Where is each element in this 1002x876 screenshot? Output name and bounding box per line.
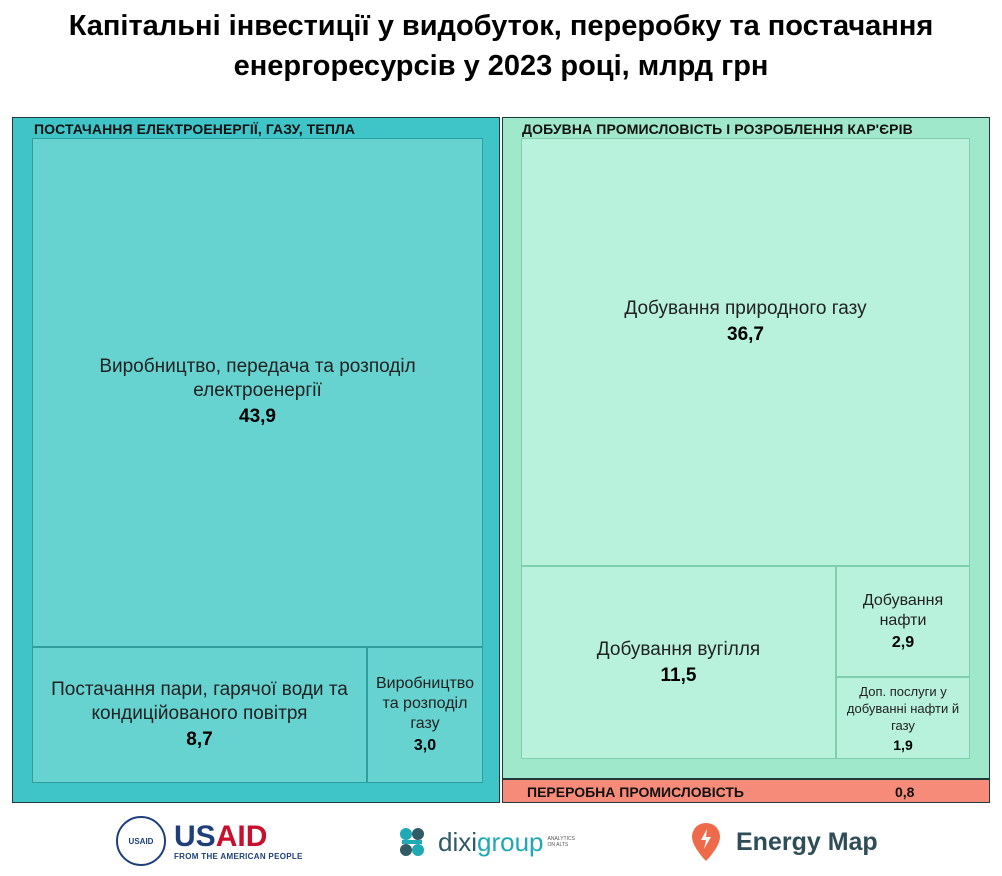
cell-value: 1,9: [893, 736, 913, 753]
processing-value: 0,8: [895, 784, 915, 800]
energymap-logo: Energy Map: [690, 822, 878, 862]
treemap-cell: Постачання пари, гарячої води та кондиці…: [32, 647, 367, 783]
usaid-word-us: US: [174, 819, 216, 853]
dixigroup-tagline: ANALYTICS ON ALTS: [547, 836, 575, 848]
processing-label: ПЕРЕРОБНА ПРОМИСЛОВІСТЬ: [527, 784, 744, 800]
chart-title-line-2: енергоресурсів у 2023 році, млрд грн: [233, 50, 769, 82]
dixigroup-mark-icon: [400, 828, 424, 856]
dixi-word-b: group: [477, 826, 544, 857]
usaid-word: USAID: [174, 819, 303, 853]
cell-label: Виробництво та розподіл газу: [375, 675, 475, 732]
cell-label: Добування нафти: [862, 591, 944, 629]
cell-value: 11,5: [660, 664, 697, 686]
usaid-wordmark: USAID FROM THE AMERICAN PEOPLE: [174, 819, 303, 861]
cell-label: Виробництво, передача та розподіл електр…: [99, 355, 416, 401]
map-pin-icon: [692, 823, 720, 861]
chart-title: Капітальні інвестиції у видобуток, перер…: [0, 6, 1002, 86]
treemap-cell: Добування природного газу 36,7: [521, 138, 970, 566]
treemap-cell: Добування вугілля 11,5: [521, 566, 836, 759]
chart-title-line-1: Капітальні інвестиції у видобуток, перер…: [68, 10, 934, 42]
usaid-tagline: FROM THE AMERICAN PEOPLE: [174, 851, 303, 861]
cell-label: Добування природного газу: [624, 298, 867, 319]
treemap-cell: Добування нафти 2,9: [836, 566, 970, 677]
group-label-mining: ДОБУВНА ПРОМИСЛОВІСТЬ І РОЗРОБЛЕННЯ КАР'…: [522, 121, 913, 137]
cell-value: 43,9: [239, 405, 276, 427]
usaid-seal-icon: USAID: [116, 816, 166, 866]
usaid-word-aid: AID: [215, 819, 268, 853]
cell-value: 3,0: [413, 737, 437, 754]
treemap-cell: Доп. послуги у добуванні нафти й газу 1,9: [836, 677, 970, 759]
dixi-word-a: dixi: [438, 826, 478, 857]
cell-value: 2,9: [891, 633, 915, 651]
dixigroup-wordmark: dixigroup: [438, 827, 544, 858]
logo-bar: USAID USAID FROM THE AMERICAN PEOPLE dix…: [0, 812, 1002, 876]
cell-value: 8,7: [186, 729, 213, 750]
cell-value: 36,7: [727, 324, 764, 345]
treemap-group-processing: ПЕРЕРОБНА ПРОМИСЛОВІСТЬ 0,8: [502, 779, 990, 803]
treemap-cell: Виробництво та розподіл газу 3,0: [367, 647, 483, 783]
group-label-supply: ПОСТАЧАННЯ ЕЛЕКТРОЕНЕРГІЇ, ГАЗУ, ТЕПЛА: [34, 121, 356, 137]
dixigroup-logo: dixigroup ANALYTICS ON ALTS: [392, 822, 575, 862]
cell-label: Доп. послуги у добуванні нафти й газу: [846, 683, 960, 733]
cell-label: Постачання пари, гарячої води та кондиці…: [51, 679, 348, 724]
cell-label: Добування вугілля: [596, 638, 761, 660]
energymap-wordmark: Energy Map: [736, 827, 878, 856]
usaid-logo: USAID USAID FROM THE AMERICAN PEOPLE: [116, 816, 303, 866]
treemap-cell: Виробництво, передача та розподіл електр…: [32, 138, 483, 647]
